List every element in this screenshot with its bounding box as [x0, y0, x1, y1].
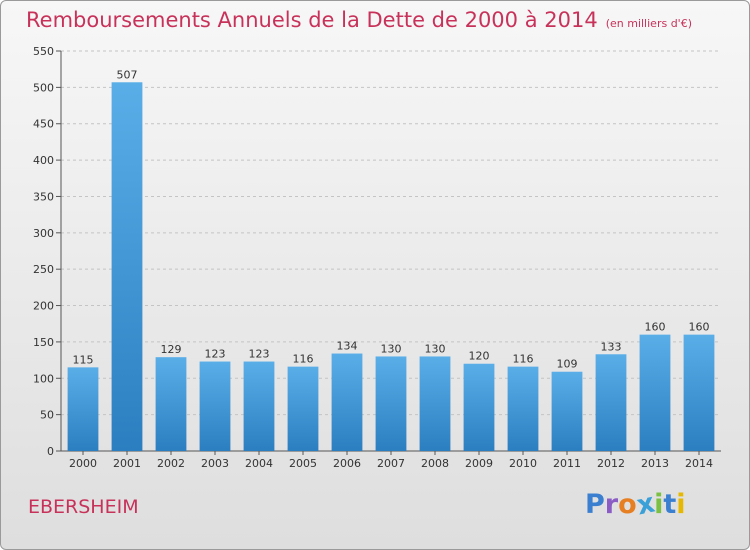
- bar: [199, 361, 231, 451]
- bar: [375, 356, 407, 451]
- x-tick-label: 2002: [157, 457, 185, 470]
- logo-letter: i: [676, 489, 686, 520]
- y-tick-label: 350: [33, 190, 54, 203]
- y-tick-label: 250: [33, 263, 54, 276]
- bar-value-label: 116: [293, 353, 314, 366]
- logo-letter: o: [618, 489, 637, 520]
- bar: [507, 366, 539, 451]
- x-tick-label: 2006: [333, 457, 361, 470]
- labels: 115 2000 507 2001 129 2002 123 2003 123 2004 116 20…: [69, 68, 713, 470]
- bar-value-label: 115: [73, 353, 94, 366]
- bar: [551, 371, 583, 451]
- bar: [111, 82, 143, 451]
- bar: [463, 363, 495, 451]
- y-tick-label: 450: [33, 118, 54, 131]
- x-tick-label: 2009: [465, 457, 493, 470]
- bar-value-label: 160: [645, 321, 666, 334]
- y-tick-label: 200: [33, 300, 54, 313]
- y-tick-label: 400: [33, 154, 54, 167]
- x-tick-label: 2003: [201, 457, 229, 470]
- bar: [639, 334, 671, 451]
- x-tick-label: 2007: [377, 457, 405, 470]
- x-tick-label: 2001: [113, 457, 141, 470]
- x-tick-label: 2008: [421, 457, 449, 470]
- bar-value-label: 123: [249, 348, 270, 361]
- bar: [683, 334, 715, 451]
- bars: [67, 82, 715, 451]
- y-tick-label: 550: [33, 45, 54, 58]
- bar-value-label: 130: [425, 342, 446, 355]
- bar-value-label: 116: [513, 353, 534, 366]
- x-tick-label: 2004: [245, 457, 273, 470]
- chart-unit: (en milliers d'€): [605, 17, 692, 30]
- bar: [419, 356, 451, 451]
- x-tick-label: 2013: [641, 457, 669, 470]
- x-tick-label: 2010: [509, 457, 537, 470]
- bar-value-label: 129: [161, 343, 182, 356]
- chart-title: Remboursements Annuels de la Dette de 20…: [26, 8, 692, 32]
- bar-value-label: 507: [117, 68, 138, 81]
- bar: [67, 367, 99, 451]
- logo-letter: P: [585, 489, 605, 520]
- bar-value-label: 133: [601, 340, 622, 353]
- x-tick-label: 2000: [69, 457, 97, 470]
- proxiti-logo[interactable]: Proxiti: [585, 488, 686, 522]
- commune-name: EBERSHEIM: [28, 496, 139, 518]
- y-tick-label: 500: [33, 81, 54, 94]
- bar-value-label: 134: [337, 340, 358, 353]
- x-tick-label: 2012: [597, 457, 625, 470]
- bar: [155, 357, 187, 451]
- bar-value-label: 109: [557, 358, 578, 371]
- logo-letter: t: [663, 489, 677, 520]
- bar: [243, 361, 275, 451]
- y-tick-label: 50: [40, 409, 54, 422]
- bar-value-label: 123: [205, 348, 226, 361]
- y-tick-label: 0: [47, 445, 54, 458]
- x-tick-label: 2005: [289, 457, 317, 470]
- y-tick-label: 300: [33, 227, 54, 240]
- logo-letter: i: [654, 489, 664, 520]
- x-tick-label: 2014: [685, 457, 713, 470]
- y-tick-label: 150: [33, 336, 54, 349]
- bar-value-label: 130: [381, 342, 402, 355]
- bar-value-label: 120: [469, 350, 490, 363]
- chart-title-text: Remboursements Annuels de la Dette de 20…: [26, 8, 598, 32]
- logo-letter: r: [604, 489, 619, 520]
- y-tick-label: 100: [33, 372, 54, 385]
- bar: [595, 354, 627, 451]
- x-tick-label: 2011: [553, 457, 581, 470]
- bar: [287, 366, 319, 451]
- bar: [331, 353, 363, 451]
- bar-value-label: 160: [689, 321, 710, 334]
